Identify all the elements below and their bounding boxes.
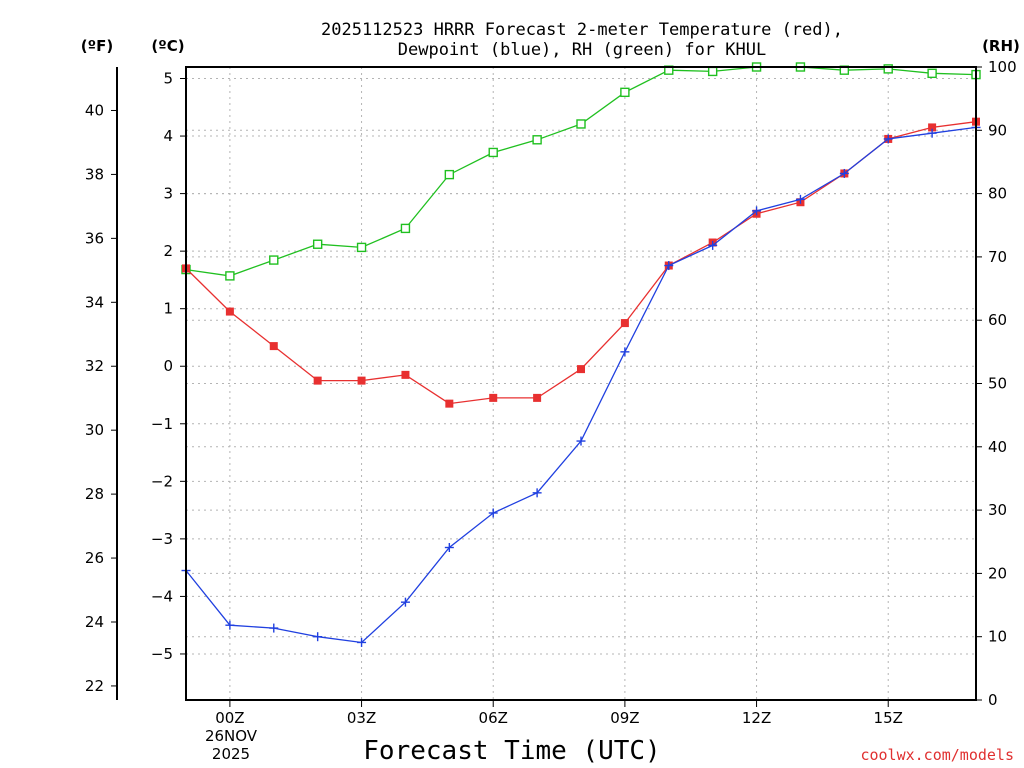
tick-labels: 00Z 03Z 06Z 09Z 12Z 15Z−5−4−3−2−1012345010203… bbox=[85, 58, 1017, 727]
x-tick-label-12Z: 12Z bbox=[742, 709, 771, 727]
celsius-tick-label: 0 bbox=[163, 357, 173, 375]
point-dewpoint bbox=[532, 488, 542, 498]
point-dewpoint bbox=[400, 597, 410, 607]
rh-tick-label: 10 bbox=[988, 628, 1007, 646]
point-temperature bbox=[313, 376, 322, 385]
rh-unit-label: (RH) bbox=[982, 37, 1020, 55]
point-rh bbox=[312, 239, 323, 249]
point-temperature bbox=[225, 307, 234, 316]
rh-tick-label: 90 bbox=[988, 121, 1007, 139]
point-rh bbox=[444, 169, 455, 180]
series-rh bbox=[181, 62, 981, 281]
point-rh bbox=[620, 87, 630, 98]
point-rh bbox=[576, 119, 586, 129]
plot-frame bbox=[185, 66, 977, 701]
fahrenheit-unit-label: (ºF) bbox=[81, 37, 113, 55]
point-temperature bbox=[401, 370, 410, 379]
point-rh bbox=[532, 135, 542, 145]
point-rh bbox=[488, 147, 498, 158]
fahrenheit-tick-label: 26 bbox=[85, 549, 104, 567]
celsius-tick-label: −4 bbox=[151, 587, 173, 605]
celsius-unit-label: (ºC) bbox=[151, 37, 184, 55]
point-temperature bbox=[533, 393, 542, 402]
fahrenheit-tick-label: 28 bbox=[85, 485, 104, 503]
fahrenheit-tick-label: 36 bbox=[85, 229, 104, 247]
point-dewpoint bbox=[927, 128, 937, 138]
celsius-tick-label: −3 bbox=[151, 530, 173, 548]
series-dewpoint bbox=[181, 122, 981, 647]
celsius-tick-label: 5 bbox=[163, 70, 173, 88]
point-temperature bbox=[928, 123, 937, 132]
celsius-tick-label: 1 bbox=[163, 300, 173, 318]
point-dewpoint bbox=[839, 168, 849, 178]
point-rh bbox=[356, 242, 367, 253]
x-tick-label-15Z: 15Z bbox=[874, 709, 903, 727]
point-dewpoint bbox=[576, 436, 586, 446]
date-day-label: 26NOV bbox=[205, 727, 258, 745]
fahrenheit-tick-label: 32 bbox=[85, 357, 104, 375]
rh-tick-label: 70 bbox=[988, 248, 1007, 266]
point-dewpoint bbox=[225, 620, 235, 630]
rh-tick-label: 30 bbox=[988, 501, 1007, 519]
point-dewpoint bbox=[883, 134, 893, 144]
series-line-dewpoint bbox=[185, 126, 977, 644]
rh-tick-label: 0 bbox=[988, 691, 998, 709]
point-rh bbox=[225, 271, 235, 281]
rh-tick-label: 100 bbox=[988, 58, 1017, 76]
point-dewpoint bbox=[313, 632, 323, 642]
rh-tick-label: 50 bbox=[988, 375, 1007, 393]
chart-title-line1: 2025112523 HRRR Forecast 2-meter Tempera… bbox=[321, 20, 843, 40]
point-temperature bbox=[357, 376, 366, 385]
fahrenheit-tick-label: 34 bbox=[85, 293, 104, 311]
point-rh bbox=[883, 64, 893, 74]
celsius-tick-label: 3 bbox=[163, 185, 173, 203]
celsius-tick-label: 4 bbox=[163, 127, 173, 145]
point-rh bbox=[269, 255, 279, 265]
point-temperature bbox=[489, 393, 498, 402]
axes bbox=[111, 66, 982, 707]
rh-tick-label: 60 bbox=[988, 311, 1007, 329]
x-tick-label-00Z: 00Z bbox=[215, 709, 244, 727]
fahrenheit-tick-label: 30 bbox=[85, 421, 104, 439]
point-temperature bbox=[577, 365, 585, 374]
x-tick-label-06Z: 06Z bbox=[479, 709, 508, 727]
point-temperature bbox=[269, 342, 278, 351]
watermark: coolwx.com/models bbox=[860, 746, 1014, 764]
celsius-tick-label: −2 bbox=[151, 472, 173, 490]
fahrenheit-tick-label: 40 bbox=[85, 101, 104, 119]
date-year-label: 2025 bbox=[212, 745, 250, 763]
point-dewpoint bbox=[752, 206, 762, 216]
point-dewpoint bbox=[357, 637, 367, 647]
point-dewpoint bbox=[795, 194, 805, 204]
celsius-tick-label: −1 bbox=[151, 415, 173, 433]
x-tick-label-03Z: 03Z bbox=[347, 709, 376, 727]
gridlines bbox=[186, 66, 976, 701]
point-rh bbox=[400, 223, 411, 234]
rh-tick-label: 20 bbox=[988, 564, 1007, 582]
point-temperature bbox=[445, 399, 454, 408]
point-dewpoint bbox=[444, 543, 454, 553]
rh-tick-label: 40 bbox=[988, 438, 1007, 456]
chart-title-line2: Dewpoint (blue), RH (green) for KHUL bbox=[398, 40, 766, 60]
point-dewpoint bbox=[488, 508, 498, 518]
point-dewpoint bbox=[708, 240, 718, 250]
celsius-tick-label: 2 bbox=[163, 242, 173, 260]
point-rh bbox=[707, 66, 718, 77]
series-layer bbox=[181, 62, 981, 647]
series-line-rh bbox=[185, 66, 977, 277]
celsius-tick-label: −5 bbox=[151, 645, 173, 663]
x-tick-label-09Z: 09Z bbox=[610, 709, 639, 727]
fahrenheit-tick-label: 38 bbox=[85, 165, 104, 183]
point-rh bbox=[927, 68, 937, 79]
point-dewpoint bbox=[620, 347, 630, 357]
series-line-temperature bbox=[185, 121, 977, 405]
point-temperature bbox=[620, 319, 629, 328]
fahrenheit-tick-label: 22 bbox=[85, 677, 104, 695]
x-axis-title: Forecast Time (UTC) bbox=[363, 736, 660, 766]
fahrenheit-tick-label: 24 bbox=[85, 613, 104, 631]
point-dewpoint bbox=[269, 623, 279, 633]
rh-tick-label: 80 bbox=[988, 185, 1007, 203]
point-dewpoint bbox=[664, 261, 674, 271]
